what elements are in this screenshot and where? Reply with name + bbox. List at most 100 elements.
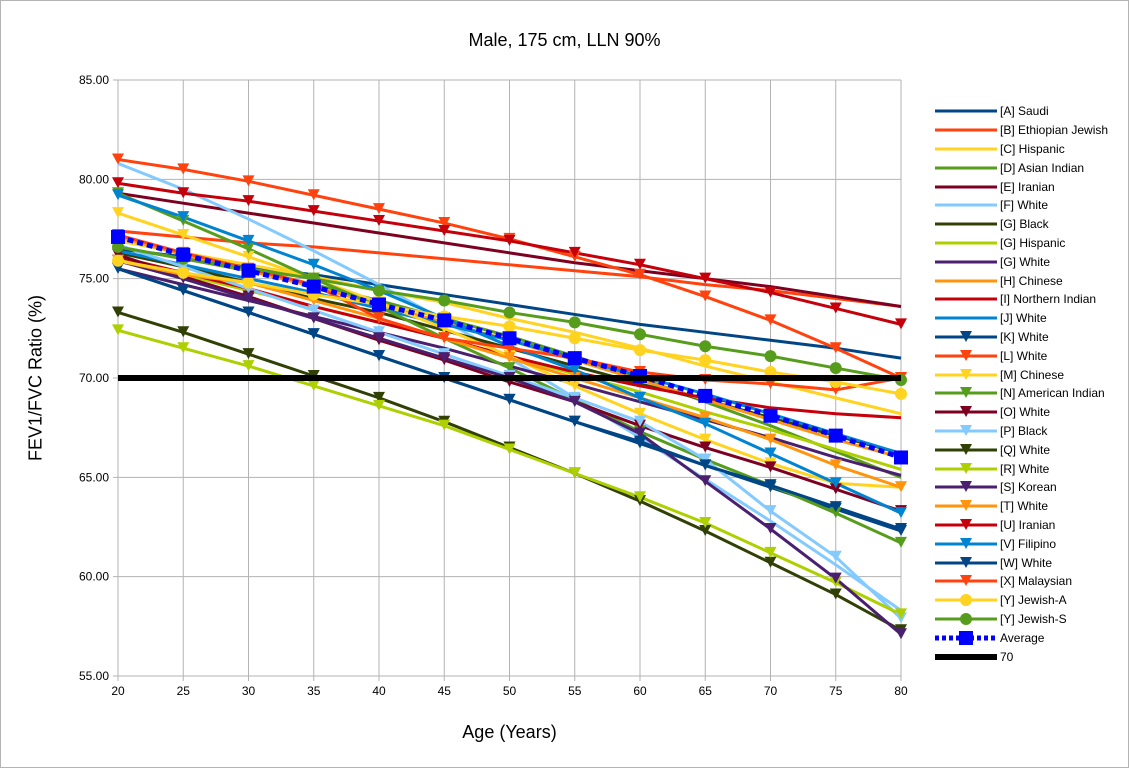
legend-label: [C] Hispanic bbox=[1000, 141, 1065, 156]
legend-swatch bbox=[935, 316, 997, 320]
legend-marker bbox=[960, 556, 972, 568]
data-point-y-jewish-s bbox=[764, 350, 777, 363]
legend-swatch bbox=[935, 260, 997, 264]
legend-label: [T] White bbox=[1000, 499, 1049, 514]
legend-label: 70 bbox=[1000, 649, 1014, 664]
data-point-v-filipino bbox=[895, 507, 907, 519]
legend-swatch bbox=[935, 556, 997, 568]
legend-item: [V] Filipino bbox=[935, 534, 1108, 553]
legend-item: [G] White bbox=[935, 252, 1108, 271]
legend-label: [H] Chinese bbox=[1000, 273, 1063, 288]
legend-swatch bbox=[935, 443, 997, 455]
data-point-average bbox=[894, 450, 908, 465]
data-point-average bbox=[372, 297, 386, 312]
data-point-y-jewish-a bbox=[634, 344, 646, 357]
data-point-s-korean bbox=[307, 312, 320, 324]
data-point-s-korean bbox=[568, 395, 581, 407]
data-point-n-american-indian bbox=[242, 242, 255, 254]
data-point-u-iranian bbox=[242, 195, 255, 207]
data-point-y-jewish-s bbox=[829, 362, 842, 375]
legend-swatch bbox=[935, 594, 997, 607]
data-point-q-white bbox=[764, 556, 777, 568]
data-point-l-white bbox=[373, 203, 385, 215]
data-point-w-white bbox=[373, 350, 385, 362]
legend-swatch bbox=[935, 185, 997, 189]
axes: 20 25 30 35 40 45 50 55 60 65 70 75 80 55.00 60.00 65.0… bbox=[79, 73, 908, 698]
data-point-s-korean bbox=[242, 292, 255, 304]
data-point-s-korean bbox=[373, 332, 385, 344]
data-point-w-white bbox=[503, 393, 516, 405]
legend-swatch bbox=[935, 166, 997, 170]
data-point-y-jewish-a bbox=[568, 332, 581, 345]
legend-swatch bbox=[935, 330, 997, 342]
legend-swatch bbox=[935, 279, 997, 283]
legend-item: [G] Black bbox=[935, 215, 1108, 234]
data-point-r-white bbox=[242, 360, 255, 372]
x-tick-label: 60 bbox=[633, 684, 647, 698]
data-point-r-white bbox=[764, 546, 777, 558]
data-point-y-jewish-a bbox=[112, 254, 124, 267]
data-point-average bbox=[698, 388, 713, 403]
data-point-v-filipino bbox=[112, 189, 124, 201]
legend-item: [N] American Indian bbox=[935, 384, 1108, 403]
data-point-y-jewish-a bbox=[242, 276, 255, 289]
legend-swatch bbox=[935, 297, 997, 301]
legend-label: [W] White bbox=[1000, 555, 1053, 570]
legend-item: [J] White bbox=[935, 309, 1108, 328]
data-point-x-malaysian bbox=[438, 332, 451, 344]
data-point-u-iranian bbox=[699, 272, 712, 284]
data-point-w-white bbox=[764, 479, 777, 491]
legend-marker bbox=[960, 330, 972, 342]
legend-label: [X] Malaysian bbox=[1000, 574, 1073, 589]
data-point-t-white bbox=[829, 459, 842, 471]
legend-swatch bbox=[935, 241, 997, 245]
data-point-r-white bbox=[438, 419, 451, 431]
data-point-u-iranian bbox=[177, 187, 190, 199]
legend-swatch bbox=[935, 387, 997, 399]
data-point-s-korean bbox=[699, 475, 712, 487]
legend-marker bbox=[960, 594, 972, 607]
data-point-q-white bbox=[112, 306, 124, 318]
legend-item: [X] Malaysian bbox=[935, 572, 1108, 591]
data-point-average bbox=[502, 331, 517, 346]
data-point-n-american-indian bbox=[503, 362, 516, 374]
legend-marker bbox=[960, 406, 972, 418]
y-tick-label: 70.00 bbox=[79, 371, 109, 385]
legend-item: [I] Northern Indian bbox=[935, 290, 1108, 309]
data-point-m-chinese bbox=[242, 250, 255, 262]
legend-swatch bbox=[935, 109, 997, 113]
data-point-r-white bbox=[634, 491, 646, 503]
data-point-u-iranian bbox=[373, 215, 385, 227]
legend-marker bbox=[960, 500, 972, 512]
data-point-l-white bbox=[438, 217, 451, 229]
legend-item: [D] Asian Indian bbox=[935, 158, 1108, 177]
data-point-u-iranian bbox=[438, 224, 451, 236]
data-point-u-iranian bbox=[895, 318, 907, 330]
data-point-u-iranian bbox=[503, 234, 516, 246]
data-point-y-jewish-s bbox=[503, 306, 516, 319]
legend-swatch bbox=[935, 222, 997, 226]
legend-label: [A] Saudi bbox=[1000, 104, 1049, 119]
data-point-m-chinese bbox=[699, 433, 712, 445]
data-point-w-white bbox=[242, 306, 255, 318]
y-tick-label: 80.00 bbox=[79, 172, 109, 186]
legend-label: [M] Chinese bbox=[1000, 367, 1065, 382]
y-tick-label: 65.00 bbox=[79, 470, 109, 484]
legend-label: [G] Hispanic bbox=[1000, 235, 1066, 250]
data-point-r-white bbox=[307, 379, 320, 391]
legend-label: [K] White bbox=[1000, 329, 1049, 344]
legend-item: [U] Iranian bbox=[935, 516, 1108, 535]
legend-swatch bbox=[935, 500, 997, 512]
data-point-l-white bbox=[829, 342, 842, 354]
legend-swatch bbox=[935, 128, 997, 132]
data-point-q-white bbox=[373, 391, 385, 403]
data-point-y-jewish-s bbox=[438, 294, 451, 307]
data-point-p-black bbox=[634, 415, 646, 427]
data-point-y-jewish-a bbox=[503, 320, 516, 333]
legend-label: Average bbox=[1000, 630, 1045, 645]
data-point-v-filipino bbox=[699, 417, 712, 429]
y-tick-label: 85.00 bbox=[79, 73, 109, 87]
legend-marker bbox=[960, 575, 972, 587]
data-point-w-white bbox=[177, 284, 190, 296]
